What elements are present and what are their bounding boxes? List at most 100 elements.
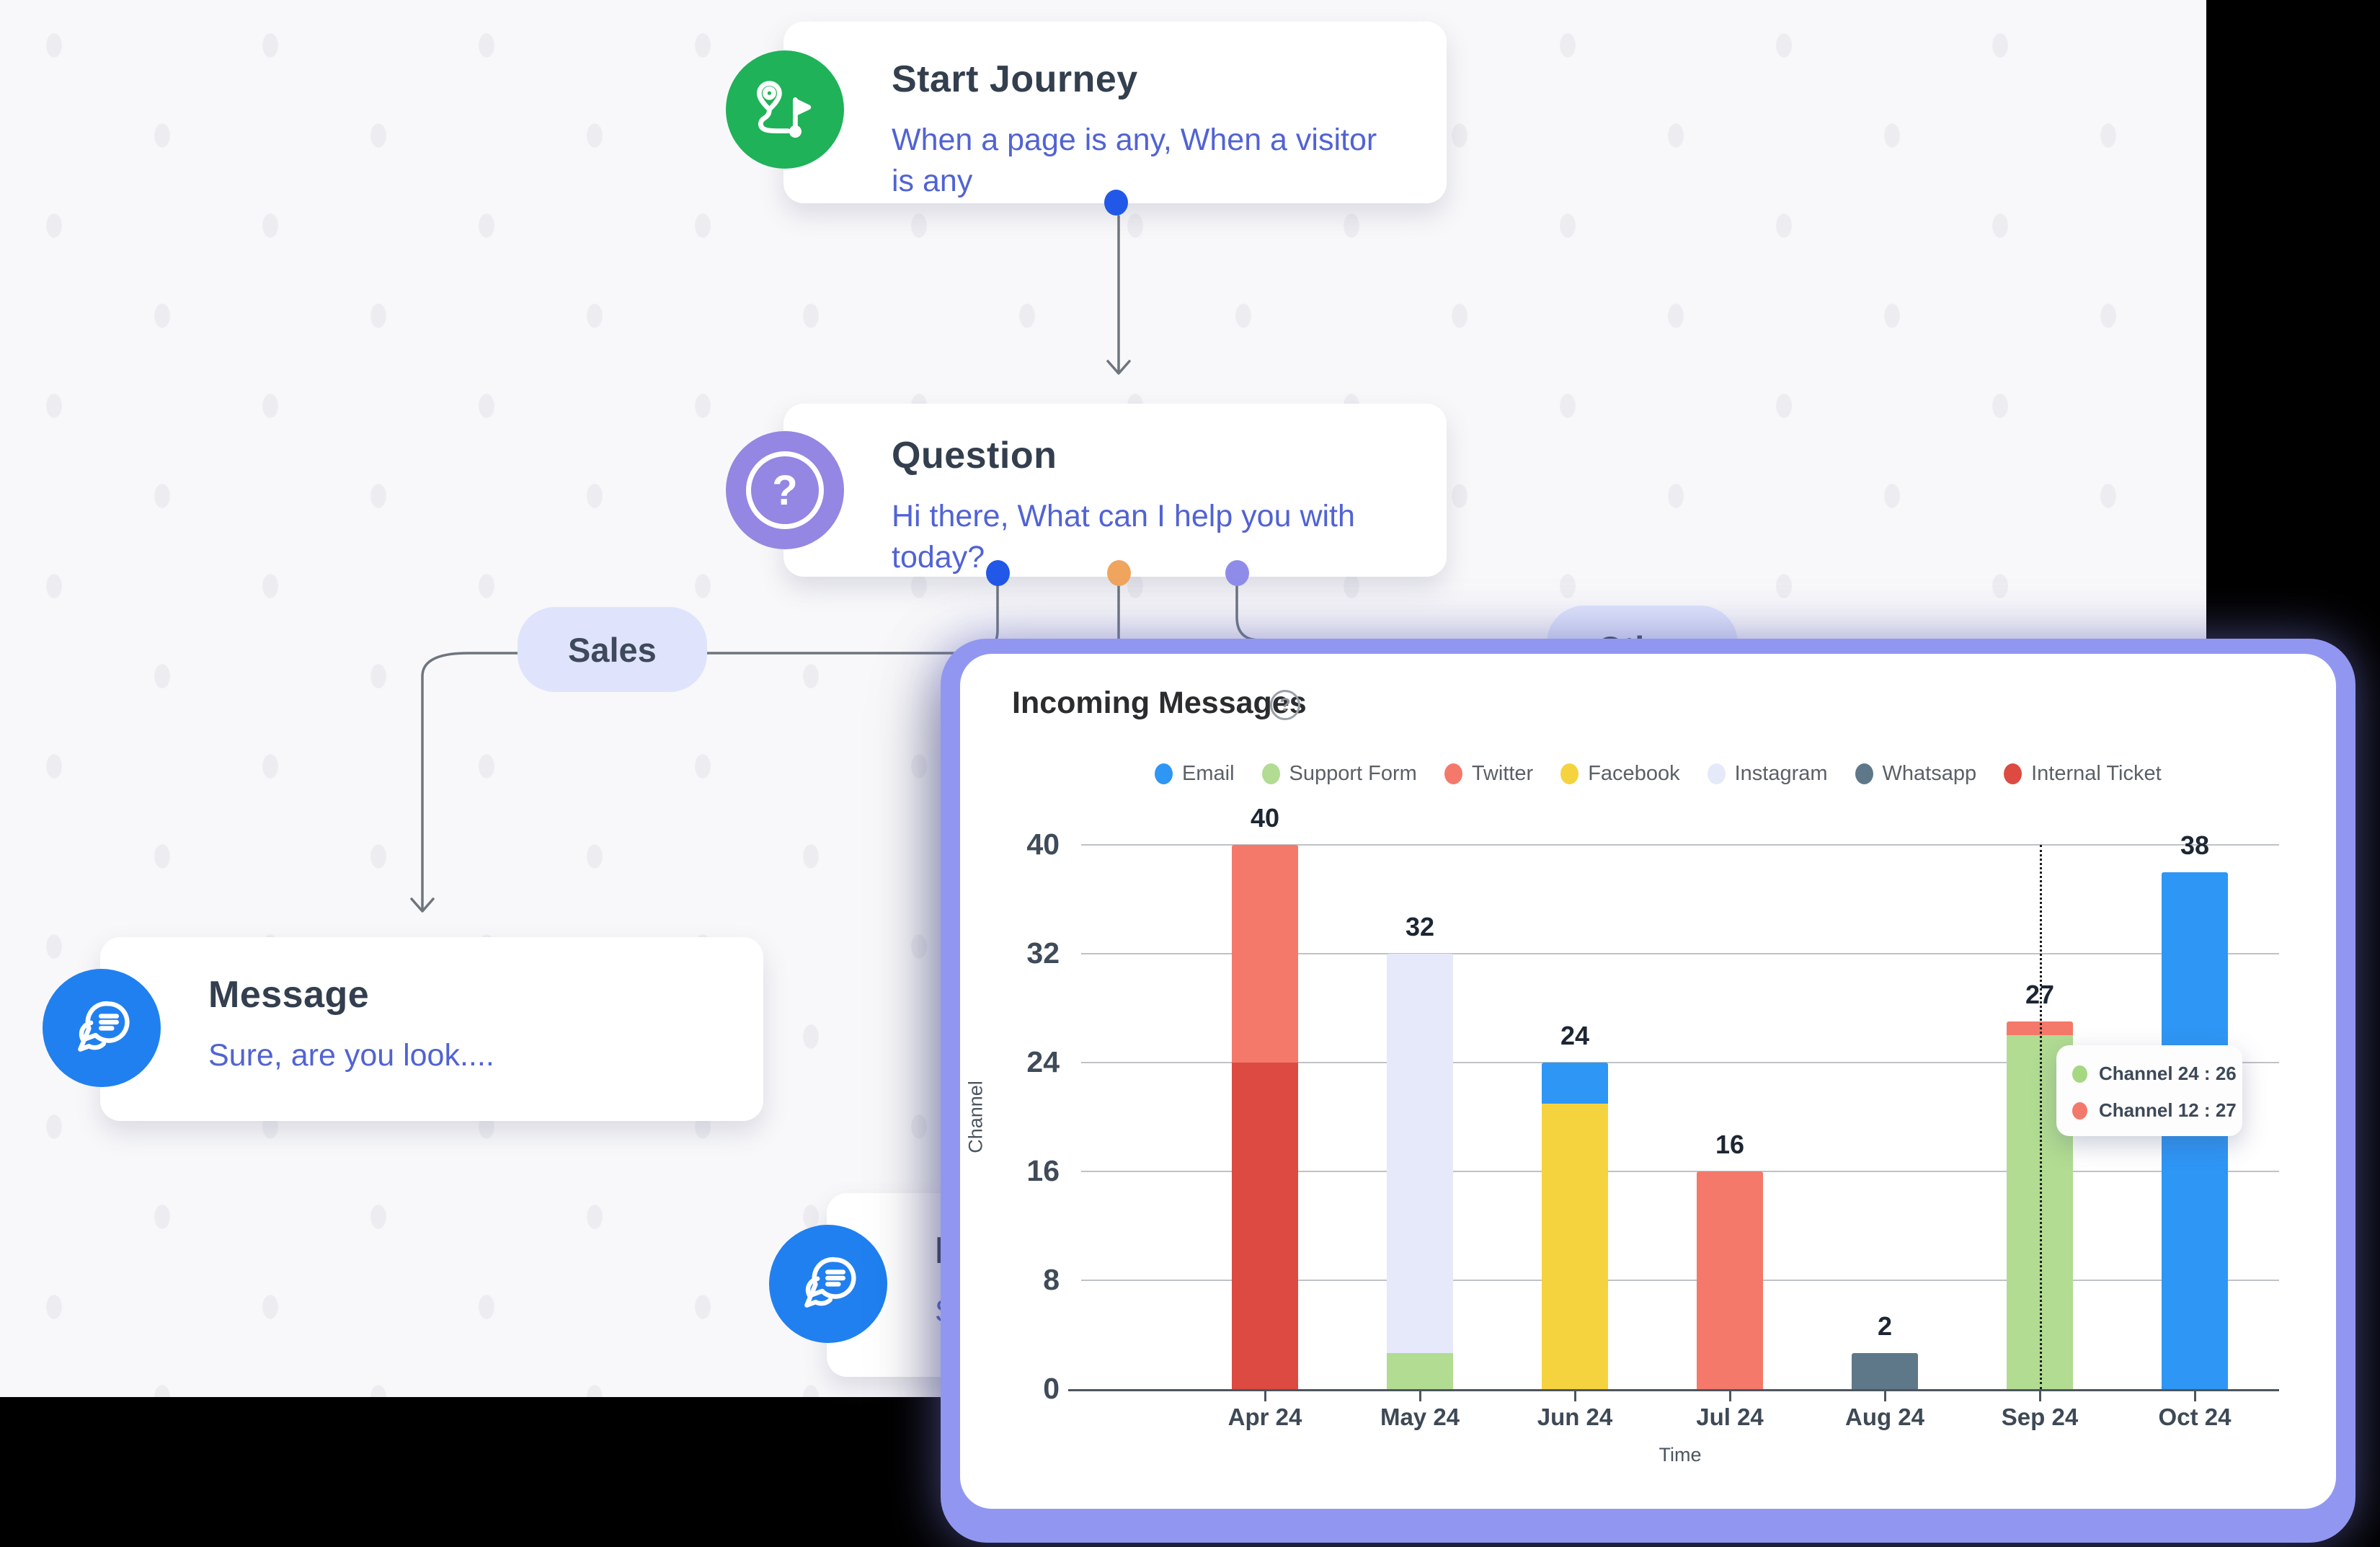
bar-segment-jun-24-facebook[interactable] <box>1542 1103 1608 1389</box>
node-start-journey[interactable]: Start Journey When a page is any, When a… <box>726 22 1447 203</box>
tooltip-row: Channel 12 : 27 <box>2072 1099 2237 1122</box>
legend-label: Instagram <box>1734 762 1828 785</box>
x-tick-label-may-24: May 24 <box>1380 1404 1460 1430</box>
legend-label: Facebook <box>1588 762 1680 785</box>
bar-segment-aug-24-whatsapp[interactable] <box>1852 1353 1918 1389</box>
legend-label: Email <box>1182 762 1235 785</box>
bar-segment-jun-24-email[interactable] <box>1542 1063 1608 1104</box>
y-tick-label-24: 24 <box>1026 1045 1060 1078</box>
connector-question-sales-message <box>421 582 999 911</box>
chat-bubbles-icon <box>769 1225 887 1343</box>
y-tick-label-8: 8 <box>1043 1263 1060 1296</box>
connector-question-other <box>1235 582 1320 642</box>
bar-value-may-24: 32 <box>1405 912 1435 941</box>
x-tick-label-jul-24: Jul 24 <box>1696 1404 1764 1430</box>
x-axis-tick <box>2194 1391 2196 1401</box>
port-start-out[interactable] <box>1104 190 1128 216</box>
help-icon[interactable]: ? <box>1270 690 1300 720</box>
branch-label-sales[interactable]: Sales <box>518 607 707 692</box>
panel-title: Incoming Messages <box>1012 686 1307 720</box>
node-title: Question <box>892 435 1057 476</box>
bar-segment-apr-24-twitter[interactable] <box>1232 845 1298 1063</box>
x-axis-tick <box>2039 1391 2041 1401</box>
legend-dot <box>1855 763 1873 784</box>
arrowhead-icon <box>1106 360 1131 375</box>
incoming-messages-panel: Incoming Messages ? Email Support Form Twi… <box>941 639 2355 1543</box>
question-glyph: ? <box>772 466 798 514</box>
tooltip-row: Channel 24 : 26 <box>2072 1063 2237 1085</box>
bar-value-sep-24: 27 <box>2025 980 2055 1010</box>
bar-segment-jul-24-twitter[interactable] <box>1697 1171 1763 1389</box>
node-subtitle: Sure, are you look.... <box>208 1038 494 1073</box>
chart-legend: Email Support Form Twitter Facebook Instagra… <box>1155 762 2307 786</box>
legend-dot <box>1560 763 1579 784</box>
legend-dot <box>2004 763 2022 784</box>
y-tick-label-40: 40 <box>1026 828 1060 861</box>
chat-bubbles-icon <box>43 969 161 1087</box>
node-title: Start Journey <box>892 58 1138 100</box>
legend-label: Internal Ticket <box>2031 762 2162 785</box>
branch-sales-text: Sales <box>568 630 657 669</box>
help-glyph: ? <box>1279 694 1291 715</box>
tooltip-dot <box>2072 1101 2087 1120</box>
gridline-32 <box>1081 953 2279 954</box>
x-tick-label-jun-24: Jun 24 <box>1537 1404 1613 1430</box>
port-question-other[interactable] <box>1225 560 1249 586</box>
node-question[interactable]: ? Question Hi there, What can I help you… <box>726 404 1447 577</box>
chart-tooltip: Channel 24 : 26 Channel 12 : 27 <box>2056 1045 2242 1136</box>
x-axis-line <box>1068 1389 2279 1391</box>
tooltip-label: Channel 12 : 27 <box>2099 1099 2237 1121</box>
bar-value-oct-24: 38 <box>2180 830 2210 860</box>
y-tick-label-0: 0 <box>1043 1372 1060 1405</box>
bar-segment-apr-24-internal-ticket[interactable] <box>1232 1063 1298 1389</box>
x-tick-label-sep-24: Sep 24 <box>2001 1404 2079 1430</box>
gridline-24 <box>1081 1062 2279 1063</box>
x-axis-tick <box>1884 1391 1886 1401</box>
tooltip-dot <box>2072 1065 2087 1083</box>
bar-value-apr-24: 40 <box>1250 803 1280 833</box>
x-axis-title: Time <box>1659 1444 1702 1466</box>
legend-item-support-form[interactable]: Support Form <box>1261 762 1417 786</box>
bar-value-jul-24: 16 <box>1715 1130 1745 1159</box>
bar-value-aug-24: 2 <box>1877 1311 1893 1341</box>
incoming-messages-card: Incoming Messages ? Email Support Form Twi… <box>960 654 2336 1509</box>
question-mark-icon: ? <box>726 431 844 549</box>
legend-dot <box>1155 763 1173 784</box>
legend-item-facebook[interactable]: Facebook <box>1560 762 1680 786</box>
node-subtitle: When a page is any, When a visitor is an… <box>892 123 1377 198</box>
y-tick-label-32: 32 <box>1026 936 1060 970</box>
legend-item-email[interactable]: Email <box>1155 762 1235 786</box>
y-tick-label-16: 16 <box>1026 1154 1060 1187</box>
bar-segment-may-24-support-form[interactable] <box>1387 1353 1453 1389</box>
x-axis-tick <box>1574 1391 1576 1401</box>
legend-dot <box>1261 763 1280 784</box>
y-axis-title: Channel <box>964 1080 987 1153</box>
bar-value-jun-24: 24 <box>1560 1021 1590 1050</box>
arrowhead-icon <box>410 897 435 913</box>
port-question-middle[interactable] <box>1107 560 1131 586</box>
port-question-sales[interactable] <box>986 560 1010 586</box>
x-axis-tick <box>1264 1391 1266 1401</box>
route-flag-icon <box>726 50 844 169</box>
x-tick-label-aug-24: Aug 24 <box>1844 1404 1925 1430</box>
legend-label: Support Form <box>1289 762 1417 785</box>
node-message-1[interactable]: Message Sure, are you look.... <box>43 937 763 1121</box>
gridline-8 <box>1081 1280 2279 1281</box>
x-tick-label-oct-24: Oct 24 <box>2158 1404 2232 1430</box>
x-axis-tick <box>1729 1391 1731 1401</box>
legend-label: Twitter <box>1471 762 1534 785</box>
legend-item-instagram[interactable]: Instagram <box>1707 762 1828 786</box>
legend-dot <box>1444 763 1462 784</box>
bar-segment-may-24-instagram[interactable] <box>1387 954 1453 1353</box>
hover-guide-line <box>2040 845 2042 1389</box>
bar-chart: 0 8 16 24 32 40 Channel Time 40 Apr 24 32 May 24 24 J… <box>960 654 2336 1509</box>
legend-item-whatsapp[interactable]: Whatsapp <box>1855 762 1977 786</box>
node-title: Message <box>208 974 370 1016</box>
tooltip-label: Channel 24 : 26 <box>2099 1063 2237 1084</box>
legend-item-internal-ticket[interactable]: Internal Ticket <box>2004 762 2162 786</box>
legend-dot <box>1707 763 1726 784</box>
legend-label: Whatsapp <box>1882 762 1977 785</box>
legend-item-twitter[interactable]: Twitter <box>1444 762 1533 786</box>
x-axis-tick <box>1419 1391 1421 1401</box>
